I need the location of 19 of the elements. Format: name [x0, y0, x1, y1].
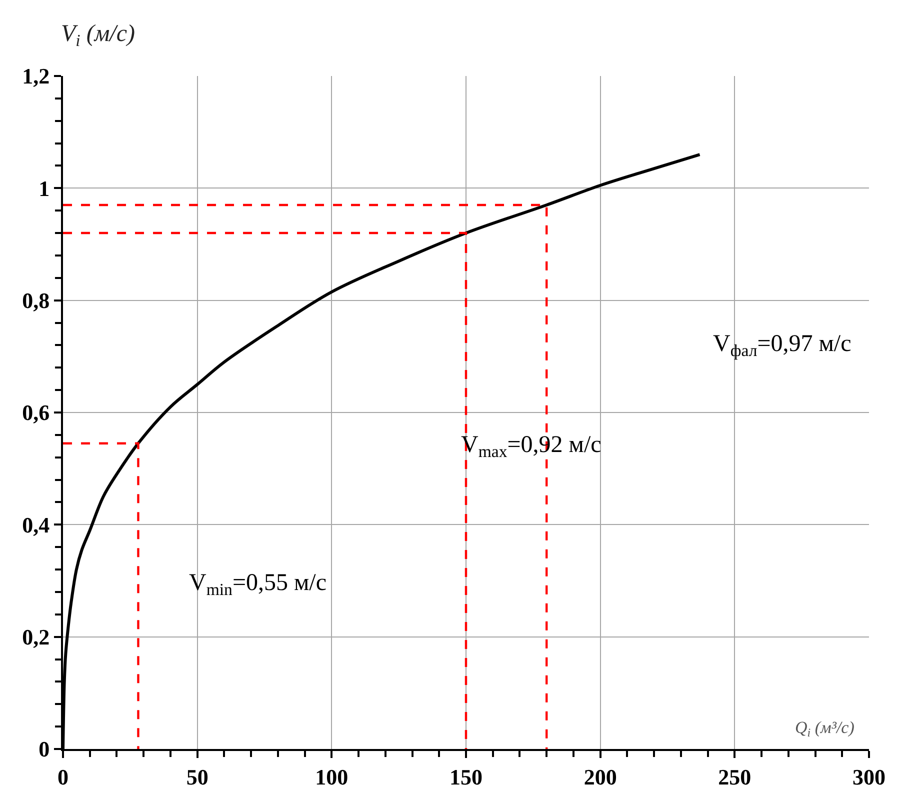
- y-tick-label: 0,6: [22, 400, 50, 426]
- y-tick-label: 0,4: [22, 512, 50, 538]
- y-tick-label: 0,2: [22, 624, 50, 650]
- x-tick-label: 50: [186, 764, 208, 790]
- x-axis-title: Q$_{i}$ (м³/с): [795, 718, 855, 740]
- x-tick-label: 0: [58, 764, 68, 790]
- annotation: V$_{max}$=0,92 м/с: [461, 432, 602, 462]
- x-tick-label: 250: [718, 764, 752, 790]
- x-tick-label: 150: [450, 764, 482, 790]
- y-tick-label: 1,2: [22, 64, 50, 89]
- y-tick-label: 0: [38, 736, 50, 762]
- x-tick-label: 100: [315, 764, 348, 790]
- y-tick-label: 1: [38, 176, 50, 201]
- x-tick-label: 200: [584, 764, 617, 790]
- y-axis-title: V$_{i}$ (м/с): [61, 21, 135, 50]
- annotation: V$_{min}$=0,55 м/с: [189, 570, 326, 600]
- annotation: V$_{фал}$=0,97 м/с: [713, 331, 852, 360]
- x-tick-label: 300: [852, 764, 886, 790]
- y-tick-label: 0,8: [22, 288, 50, 314]
